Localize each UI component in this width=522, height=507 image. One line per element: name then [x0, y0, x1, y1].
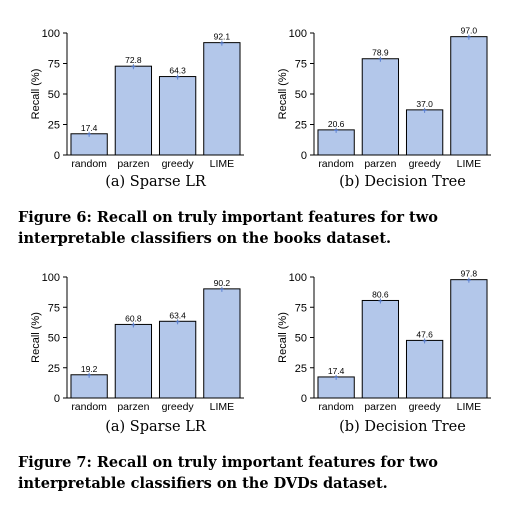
figure6-caption-line1: Figure 6: Recall on truly important feat… [18, 209, 438, 226]
chart1-value-label: 72.8 [125, 55, 142, 65]
chart1-ytick-label: 25 [48, 120, 60, 132]
chart2-ytick-label: 25 [295, 120, 307, 132]
chart4-bar-LIME [450, 279, 488, 399]
chart3-subtitle: (a) Sparse LR [105, 419, 207, 435]
chart3-category-label: parzen [117, 401, 149, 413]
chart1-ytick-label: 100 [42, 28, 60, 40]
chart2-value-label: 20.6 [328, 119, 345, 129]
chart3-ytick-label: 100 [42, 272, 60, 284]
chart2-value-label: 37.0 [416, 99, 433, 109]
chart1-ytick-label: 75 [48, 59, 60, 71]
chart1-bar-parzen [114, 65, 153, 156]
chart4-category-label: random [318, 401, 354, 413]
chart1-value-label: 64.3 [169, 66, 186, 76]
chart1-ytick-label: 50 [48, 89, 60, 101]
chart1-ytick-label: 0 [54, 150, 60, 162]
chart3-bar-parzen [114, 323, 153, 399]
chart2-bar-random [317, 129, 355, 156]
chart4-value-label: 80.6 [372, 289, 389, 299]
chart3-ytick-label: 75 [48, 302, 60, 314]
chart3-ytick-label: 50 [48, 333, 60, 345]
chart3-ytick-label: 25 [48, 363, 60, 375]
chart3-value-label: 63.4 [169, 310, 186, 320]
chart2-bar-parzen [361, 58, 400, 156]
chart4-value-label: 47.6 [416, 329, 433, 339]
chart4-category-label: greedy [409, 401, 442, 413]
chart2-category-label: random [318, 158, 354, 170]
chart3-y-axis-label: Recall (%) [30, 312, 42, 363]
chart2-value-label: 78.9 [372, 48, 389, 58]
chart4-ytick-label: 25 [295, 363, 307, 375]
chart3-ytick-label: 0 [54, 393, 60, 405]
chart4-y-axis-label: Recall (%) [277, 312, 289, 363]
chart2-ytick-label: 75 [295, 59, 307, 71]
chart4-bar-random [317, 376, 355, 399]
chart1-bar-LIME [203, 42, 241, 156]
chart3-bar-LIME [203, 288, 241, 399]
figure6-caption-line2: interpretable classifiers on the books d… [18, 230, 391, 247]
chart4-value-label: 97.8 [461, 269, 478, 279]
chart1-category-label: parzen [117, 158, 149, 170]
chart4-ytick-label: 75 [295, 302, 307, 314]
chart1-bar-greedy [158, 76, 197, 156]
chart2-bar-LIME [450, 36, 488, 156]
chart2-ytick-label: 50 [295, 89, 307, 101]
chart3-value-label: 90.2 [214, 278, 231, 288]
chart2-ytick-label: 100 [289, 28, 307, 40]
chart4-value-label: 17.4 [328, 366, 345, 376]
chart3-category-label: random [71, 401, 107, 413]
chart4-category-label: LIME [457, 401, 482, 413]
chart4-ytick-label: 0 [301, 393, 307, 405]
chart2-bar-greedy [405, 109, 444, 156]
chart1-category-label: LIME [210, 158, 235, 170]
chart1-bar-random [70, 133, 108, 156]
chart4-bar-parzen [361, 299, 400, 399]
chart3-category-label: LIME [210, 401, 235, 413]
chart2-category-label: greedy [409, 158, 442, 170]
figure7-caption-line1: Figure 7: Recall on truly important feat… [18, 454, 438, 471]
chart2-category-label: parzen [364, 158, 396, 170]
chart4-category-label: parzen [364, 401, 396, 413]
chart1-category-label: greedy [162, 158, 195, 170]
chart3-bar-random [70, 374, 108, 399]
chart2-value-label: 97.0 [461, 26, 478, 36]
chart2-subtitle: (b) Decision Tree [339, 174, 466, 190]
chart3-bar-greedy [158, 320, 197, 399]
chart4-bar-greedy [405, 339, 444, 399]
chart1-y-axis-label: Recall (%) [30, 69, 42, 120]
chart1-value-label: 92.1 [214, 32, 231, 42]
chart3-value-label: 19.2 [81, 364, 98, 374]
chart1-subtitle: (a) Sparse LR [105, 174, 207, 190]
chart1-value-label: 17.4 [81, 123, 98, 133]
chart2-category-label: LIME [457, 158, 482, 170]
chart2-ytick-label: 0 [301, 150, 307, 162]
chart1-category-label: random [71, 158, 107, 170]
chart4-ytick-label: 100 [289, 272, 307, 284]
figure7-caption-line2: interpretable classifiers on the DVDs da… [18, 475, 388, 492]
chart4-ytick-label: 50 [295, 333, 307, 345]
chart2-y-axis-label: Recall (%) [277, 69, 289, 120]
chart4-subtitle: (b) Decision Tree [339, 419, 466, 435]
chart3-category-label: greedy [162, 401, 195, 413]
chart3-value-label: 60.8 [125, 313, 142, 323]
